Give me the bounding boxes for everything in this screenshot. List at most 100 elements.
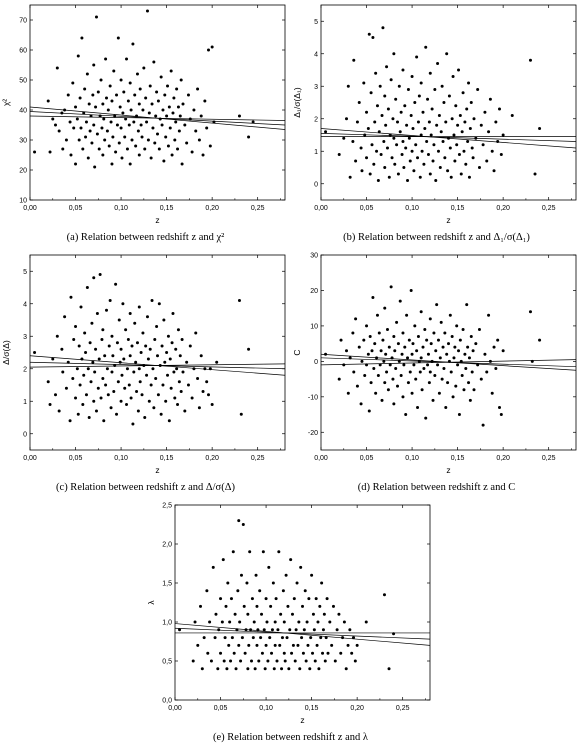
data-point [77,138,81,142]
data-point [164,399,168,403]
data-point [451,75,455,78]
data-point [169,69,173,73]
data-point [468,398,472,402]
data-point [122,90,126,94]
data-point [441,345,445,349]
caption-lambda: (e) Relation between redshift z and λ [213,732,368,743]
data-point [141,108,145,112]
data-point [426,153,430,156]
data-point [395,143,399,147]
data-point [481,143,485,147]
data-point [230,636,234,640]
data-point [163,360,167,364]
data-point [185,141,189,145]
data-point [499,153,503,156]
data-point [146,138,150,142]
data-point [239,573,243,577]
x-axis-label: z [300,715,304,725]
data-point [364,620,368,624]
data-point [166,373,170,377]
data-point [91,93,95,97]
data-point [431,159,435,163]
data-point [88,341,92,345]
data-point [120,373,124,377]
data-point [308,667,312,671]
x-tick-label: 0,00 [23,205,37,212]
x-tick-label: 0,10 [405,205,419,212]
data-point [269,604,273,608]
data-point [538,127,542,130]
y-tick-label: 20 [310,288,318,295]
data-point [64,138,68,142]
data-point [383,381,387,385]
data-point [118,105,122,109]
data-point [337,612,341,616]
data-point [483,352,487,356]
data-point [192,108,196,112]
data-point [396,172,400,176]
data-point [245,581,249,585]
data-point [246,667,250,671]
data-point [106,393,110,397]
data-point [241,523,245,526]
data-point [392,335,396,339]
data-point [140,393,144,397]
data-point [346,84,350,88]
data-point [282,651,286,655]
data-point [301,651,305,655]
data-point [179,390,183,393]
data-point [442,366,446,370]
data-point [176,147,180,151]
data-point [333,659,337,663]
data-point [109,120,113,124]
data-point [412,363,416,367]
data-point [161,108,165,112]
data-point [449,175,453,179]
data-point [203,99,207,103]
data-point [83,87,87,91]
data-point [335,628,339,632]
x-axis-label: z [155,215,159,225]
data-point [411,127,415,130]
data-point [156,354,159,358]
data-point [238,620,242,624]
data-point [436,338,440,342]
data-point [323,659,327,663]
data-point [455,324,459,328]
y-tick-label: 0,0 [162,698,172,705]
data-point [339,651,343,655]
x-tick-label: 0,20 [205,455,219,462]
data-point [205,589,209,593]
fit-line [30,363,285,368]
data-point [54,123,57,127]
data-point [348,175,352,179]
data-point [368,335,372,339]
data-point [239,412,243,416]
data-point [292,597,296,601]
data-point [287,667,291,671]
data-point [112,390,116,393]
data-point [406,356,410,360]
data-point [171,312,175,315]
data-point [389,78,393,82]
data-point [237,519,241,523]
data-point [447,94,451,98]
data-point [48,150,52,154]
data-point [498,405,501,409]
data-point [469,335,473,339]
data-point [346,643,350,647]
data-point [137,153,141,157]
data-point [94,15,98,19]
data-point [127,123,131,127]
data-point [376,179,380,182]
panel-c: 0,00 0,05 0,10 0,15 0,20 0,25 -20 -10 0 10 20 30 z C … [291,250,582,500]
data-point [370,349,374,353]
data-point [145,373,149,377]
data-point [288,628,292,632]
data-point [205,380,209,384]
data-point [286,604,290,608]
fit-line [175,623,430,646]
data-point [407,338,411,342]
data-point [110,162,114,166]
plot-frame [29,254,286,451]
